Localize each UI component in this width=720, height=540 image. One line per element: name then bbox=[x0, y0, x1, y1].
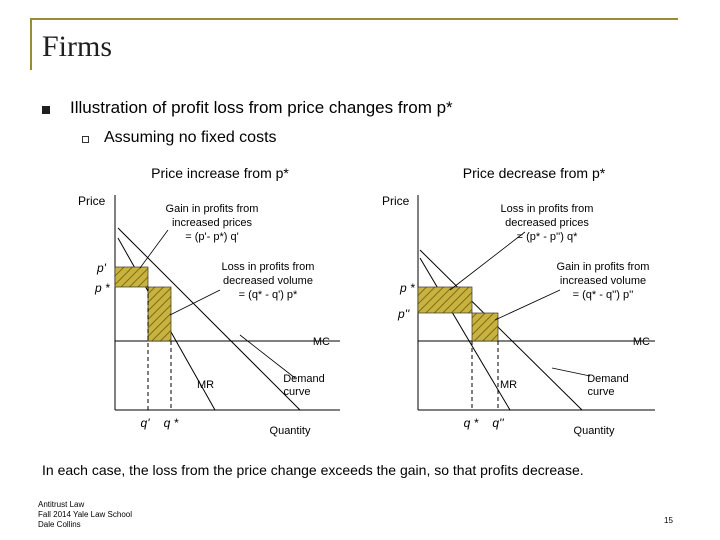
right-p-dblprime-label: p'' bbox=[397, 307, 410, 321]
main-bullet-text: Illustration of profit loss from price c… bbox=[70, 98, 453, 117]
right-mr-line bbox=[419, 257, 511, 411]
right-gain-callout-3: = (q* - q'') p'' bbox=[573, 289, 634, 301]
title-frame-left bbox=[30, 18, 32, 70]
right-demand-line bbox=[419, 249, 583, 411]
left-demand-pointer bbox=[239, 334, 296, 379]
left-heading: Price increase from p* bbox=[151, 165, 289, 181]
right-gain-area bbox=[471, 312, 499, 342]
footer: Antitrust Law Fall 2014 Yale Law School … bbox=[38, 500, 132, 530]
right-gain-callout-2: increased volume bbox=[560, 275, 646, 287]
left-loss-pointer bbox=[169, 289, 221, 316]
left-gain-callout-2: increased prices bbox=[172, 217, 253, 229]
left-x-axis-label: Quantity bbox=[270, 425, 311, 437]
right-loss-pointer bbox=[449, 231, 526, 291]
left-loss-callout-1: Loss in profits from bbox=[222, 261, 315, 273]
right-y-axis-label: Price bbox=[382, 194, 410, 208]
left-gain-pointer bbox=[139, 229, 169, 269]
sub-bullet-text: Assuming no fixed costs bbox=[104, 129, 277, 146]
left-demand-label-2: curve bbox=[284, 386, 311, 398]
title-frame-top bbox=[30, 18, 678, 20]
right-demand-label-1: Demand bbox=[587, 373, 629, 385]
left-loss-area bbox=[147, 286, 172, 342]
footer-term: Fall 2014 Yale Law School bbox=[38, 510, 132, 519]
right-q-star-label: q * bbox=[464, 416, 479, 430]
footer-course: Antitrust Law bbox=[38, 500, 85, 509]
left-gain-callout-3: = (p'- p*) q' bbox=[185, 231, 238, 243]
left-demand-label-1: Demand bbox=[283, 373, 325, 385]
left-mr-label: MR bbox=[197, 379, 214, 391]
right-x-axis-label: Quantity bbox=[574, 425, 615, 437]
left-diagram: Price increase from p* Price MC p' p * q… bbox=[78, 165, 340, 437]
left-loss-callout-2: decreased volume bbox=[223, 275, 313, 287]
left-q-prime-label: q' bbox=[141, 416, 151, 430]
page-number: 15 bbox=[664, 516, 673, 525]
left-demand-line bbox=[117, 227, 301, 411]
left-q-star-label: q * bbox=[164, 416, 179, 430]
right-gain-pointer bbox=[494, 289, 561, 321]
right-q-dblprime-label: q'' bbox=[492, 416, 504, 430]
right-gain-callout-1: Gain in profits from bbox=[557, 261, 650, 273]
right-p-star-label: p * bbox=[399, 281, 415, 295]
left-mc-label: MC bbox=[313, 336, 330, 348]
left-p-prime-label: p' bbox=[96, 261, 107, 275]
right-diagram: Price decrease from p* Price MC p * p'' … bbox=[382, 165, 655, 437]
left-gain-callout-1: Gain in profits from bbox=[166, 203, 259, 215]
left-y-axis-label: Price bbox=[78, 194, 106, 208]
right-loss-callout-1: Loss in profits from bbox=[501, 203, 594, 215]
right-mc-label: MC bbox=[633, 336, 650, 348]
right-mr-label: MR bbox=[500, 379, 517, 391]
right-demand-label-2: curve bbox=[588, 386, 615, 398]
left-loss-callout-3: = (q* - q') p* bbox=[239, 289, 298, 301]
footer-author: Dale Collins bbox=[38, 520, 81, 529]
conclusion-text: In each case, the loss from the price ch… bbox=[42, 462, 584, 478]
bullet-square-icon bbox=[42, 106, 50, 114]
right-loss-callout-2: decreased prices bbox=[505, 217, 589, 229]
right-heading: Price decrease from p* bbox=[463, 165, 606, 181]
left-p-star-label: p * bbox=[94, 281, 110, 295]
slide-title: Firms bbox=[42, 30, 113, 63]
left-gain-area bbox=[114, 266, 149, 288]
right-loss-area bbox=[417, 286, 473, 314]
bullet-hollow-square-icon bbox=[82, 136, 89, 143]
right-loss-callout-3: = (p* - p'') q* bbox=[517, 231, 578, 243]
right-demand-pointer bbox=[551, 367, 591, 377]
